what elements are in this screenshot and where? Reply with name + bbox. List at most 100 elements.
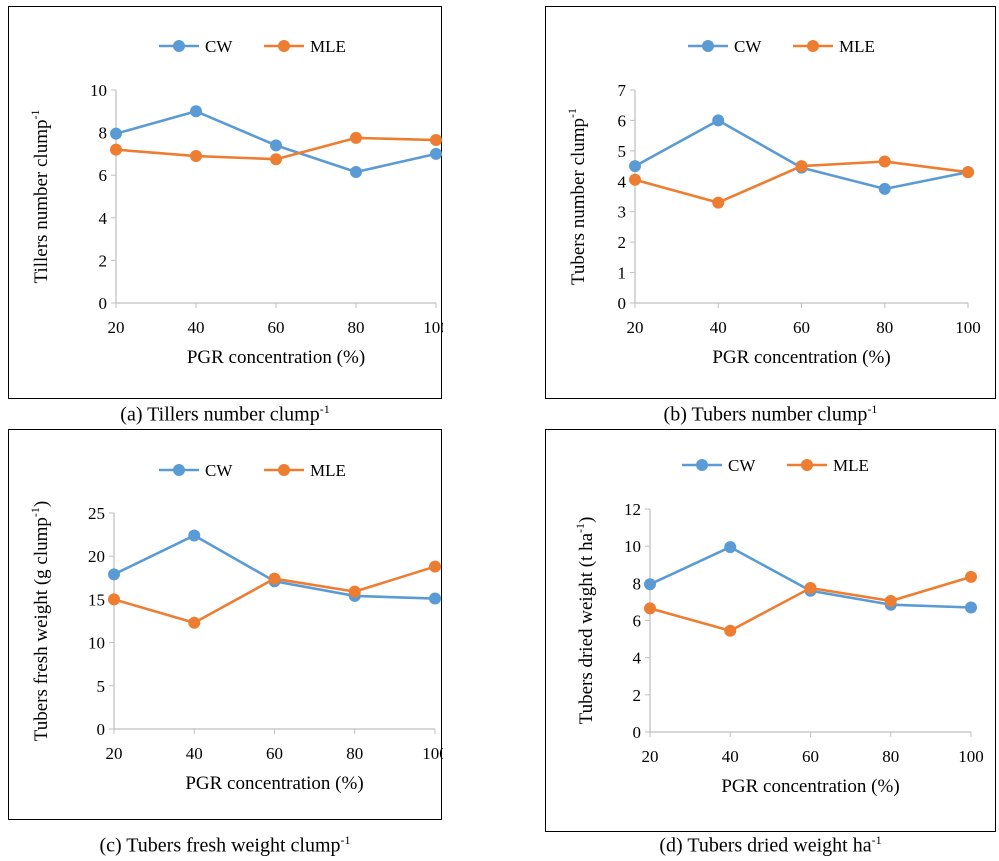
- y-tick-label: 0: [99, 294, 108, 313]
- caption-b: (b) Tubers number clump-1: [545, 402, 996, 427]
- y-axis-label: Tubers number clump-1: [565, 108, 589, 285]
- data-point-mle: [724, 624, 737, 637]
- legend-label-cw: CW: [728, 456, 756, 475]
- legend-label-mle: MLE: [839, 37, 875, 56]
- data-point-mle: [429, 560, 441, 573]
- chart-panel-a: 0 2 4 6 8 10 20 40 60 80 100 PGR concentration (%) T…: [8, 6, 443, 399]
- caption-d: (d) Tubers dried weight ha-1: [545, 833, 996, 858]
- y-tick-label: 8: [633, 574, 642, 593]
- legend-marker-mle: [278, 464, 290, 476]
- y-tick-label: 5: [97, 677, 106, 696]
- caption-a: (a) Tillers number clump-1: [8, 402, 442, 427]
- x-axis-label: PGR concentration (%): [721, 776, 899, 797]
- x-tick-label: 40: [710, 318, 727, 337]
- x-tick-label: 20: [627, 318, 644, 337]
- data-point-cw: [188, 529, 201, 542]
- x-tick-label: 20: [642, 747, 659, 766]
- data-point-mle: [430, 134, 442, 147]
- y-tick-label: 10: [88, 634, 105, 653]
- data-point-mle: [268, 572, 281, 585]
- y-tick-label: 2: [99, 251, 108, 270]
- chart-d-svg: 0 2 4 6 8 10 12 20 40 60 80 100 PGR concentration (%…: [573, 456, 984, 797]
- legend-label-mle: MLE: [310, 461, 346, 480]
- x-tick-label: 100: [955, 318, 981, 337]
- y-tick-label: 2: [633, 686, 642, 705]
- legend-label-cw: CW: [205, 461, 233, 480]
- data-point-cw: [724, 541, 737, 554]
- x-tick-label: 80: [348, 318, 365, 337]
- y-tick-label: 25: [88, 504, 105, 523]
- y-tick-label: 4: [633, 649, 642, 668]
- caption-c-sup: -1: [340, 833, 351, 847]
- data-point-cw: [965, 601, 977, 614]
- data-point-cw: [629, 160, 641, 173]
- caption-c-text: (c) Tubers fresh weight clump: [99, 834, 341, 857]
- x-tick-label: 40: [722, 747, 739, 766]
- x-tick-label: 20: [106, 744, 123, 763]
- data-point-mle: [350, 131, 362, 144]
- caption-a-text: (a) Tillers number clump: [120, 403, 320, 426]
- data-point-mle: [804, 581, 817, 594]
- y-tick-label: 15: [88, 590, 105, 609]
- y-tick-label: 5: [618, 142, 627, 161]
- y-tick-label: 3: [618, 203, 627, 222]
- x-axis-label: PGR concentration (%): [187, 347, 365, 368]
- y-tick-label: 6: [633, 612, 642, 631]
- legend-marker-cw: [702, 40, 714, 52]
- data-point-cw: [644, 578, 656, 591]
- data-point-mle: [795, 160, 808, 173]
- y-axis-label: Tillers number clump-1: [28, 110, 52, 284]
- chart-a-svg: 0 2 4 6 8 10 20 40 60 80 100 PGR concentration (%) T…: [28, 37, 443, 368]
- data-point-cw: [108, 568, 120, 581]
- y-tick-label: 10: [90, 81, 107, 100]
- x-tick-label: 60: [793, 318, 810, 337]
- data-point-mle: [108, 593, 120, 606]
- y-tick-label: 6: [99, 166, 108, 185]
- legend-marker-mle: [801, 459, 813, 471]
- data-point-mle: [629, 173, 641, 186]
- data-point-mle: [712, 196, 725, 209]
- legend-marker-mle: [807, 40, 819, 52]
- y-tick-label: 1: [618, 264, 627, 283]
- legend-label-mle: MLE: [833, 456, 869, 475]
- y-tick-label: 20: [88, 547, 105, 566]
- y-tick-label: 0: [618, 294, 627, 313]
- series-line-cw: [649, 545, 972, 609]
- x-tick-label: 40: [188, 318, 205, 337]
- y-axis-label: Tubers dried weight (t ha-1): [573, 517, 597, 725]
- caption-b-text: (b) Tubers number clump: [663, 403, 868, 426]
- caption-d-sup: -1: [871, 833, 882, 847]
- y-tick-label: 6: [618, 111, 627, 130]
- legend-marker-cw: [696, 459, 708, 471]
- caption-c: (c) Tubers fresh weight clump-1: [8, 833, 442, 858]
- data-point-cw: [270, 139, 282, 152]
- data-point-cw: [429, 592, 441, 605]
- x-tick-label: 80: [876, 318, 893, 337]
- y-tick-label: 0: [633, 723, 642, 742]
- chart-panel-c: 0 5 10 15 20 25 20 40 60 80 100 PGR concentration (…: [8, 429, 443, 820]
- x-axis-label: PGR concentration (%): [712, 347, 890, 368]
- caption-d-text: (d) Tubers dried weight ha: [659, 834, 872, 857]
- x-tick-label: 80: [346, 744, 363, 763]
- x-tick-label: 60: [266, 744, 283, 763]
- legend-label-cw: CW: [734, 37, 762, 56]
- data-point-mle: [110, 143, 122, 156]
- y-tick-label: 8: [99, 124, 108, 143]
- chart-c-svg: 0 5 10 15 20 25 20 40 60 80 100 PGR concentration (…: [28, 461, 443, 794]
- caption-a-sup: -1: [319, 402, 330, 416]
- y-tick-label: 4: [618, 172, 627, 191]
- series-line-cw: [634, 119, 969, 191]
- data-point-cw: [350, 166, 362, 179]
- x-tick-label: 60: [268, 318, 285, 337]
- data-point-mle: [884, 594, 897, 607]
- data-point-mle: [644, 602, 656, 615]
- data-point-cw: [712, 114, 725, 127]
- data-point-cw: [430, 147, 442, 160]
- x-tick-label: 40: [186, 744, 203, 763]
- y-tick-label: 2: [618, 233, 627, 252]
- data-point-mle: [962, 166, 974, 179]
- chart-b-svg: 0 1 2 3 4 5 6 7 20 40 60 80 100 PGR concentration (%)…: [565, 37, 981, 368]
- data-point-cw: [878, 182, 891, 195]
- data-point-mle: [348, 585, 361, 598]
- y-tick-label: 4: [99, 209, 108, 228]
